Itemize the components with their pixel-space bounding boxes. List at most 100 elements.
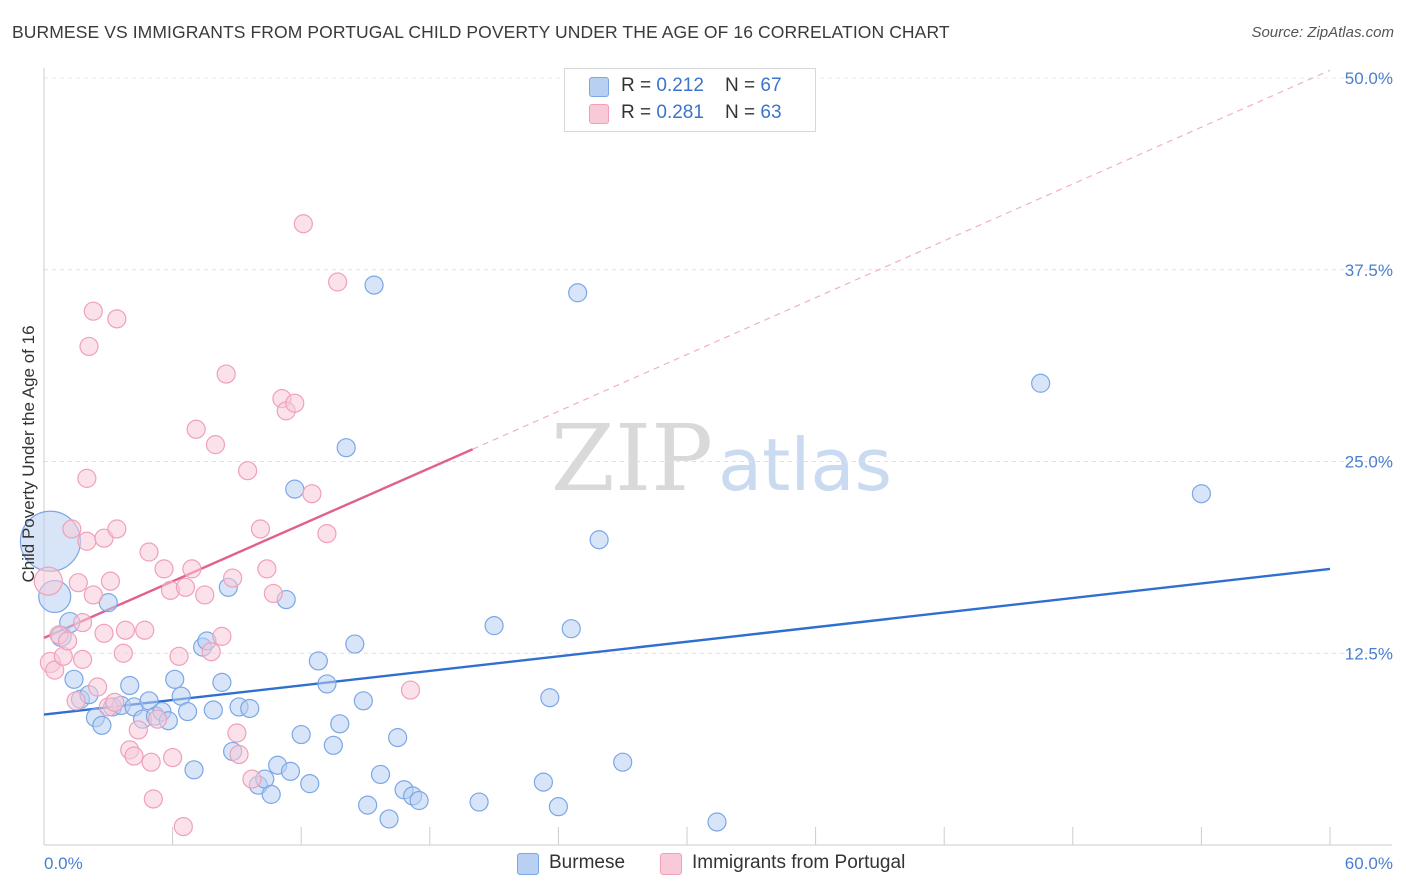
data-point — [98, 593, 118, 613]
data-point — [107, 309, 127, 329]
data-point — [212, 626, 232, 646]
data-point — [285, 393, 305, 413]
data-point — [72, 649, 93, 669]
data-point — [336, 438, 356, 458]
data-point — [263, 583, 283, 604]
data-point — [238, 461, 258, 481]
data-point — [330, 714, 350, 734]
data-point — [163, 747, 183, 768]
data-point — [540, 688, 560, 708]
data-point — [139, 542, 159, 562]
data-point — [317, 523, 337, 544]
data-point — [113, 643, 133, 663]
legend-label-portugal: Immigrants from Portugal — [692, 852, 906, 873]
data-point — [77, 531, 97, 551]
data-point — [143, 789, 163, 809]
data-point — [229, 744, 249, 765]
data-point — [308, 651, 328, 671]
data-point — [77, 468, 97, 488]
data-point — [345, 634, 365, 654]
data-point — [33, 566, 63, 596]
data-point — [317, 674, 337, 694]
data-point — [62, 519, 82, 539]
data-point — [120, 675, 140, 696]
data-point — [242, 769, 262, 789]
legend-n-label: N = — [725, 75, 761, 96]
data-point — [64, 669, 84, 689]
data-point — [568, 283, 588, 303]
legend-swatch-portugal — [589, 104, 609, 124]
legend-n-value: 63 — [760, 102, 782, 123]
y-tick-label: 25.0% — [1345, 453, 1393, 472]
data-point — [165, 669, 185, 689]
trend-line-extension — [472, 69, 1331, 450]
data-point — [178, 701, 198, 722]
data-point — [302, 484, 322, 504]
data-point — [589, 530, 609, 550]
watermark-atlas: atlas — [718, 423, 892, 507]
legend-label-burmese: Burmese — [549, 852, 626, 873]
trend-line-0 — [43, 567, 1331, 716]
data-point — [223, 568, 243, 588]
data-point — [201, 642, 221, 662]
data-point — [257, 559, 277, 579]
data-point — [205, 435, 226, 455]
legend-r-value: 0.281 — [656, 102, 704, 123]
data-point — [195, 585, 215, 605]
data-point — [212, 672, 232, 692]
data-point — [484, 616, 504, 636]
data-point — [45, 660, 65, 680]
data-point — [240, 698, 260, 719]
data-point — [469, 792, 489, 812]
data-point — [94, 623, 114, 643]
data-point — [115, 620, 136, 640]
watermark: ZIP atlas — [551, 405, 892, 512]
data-point — [203, 700, 223, 720]
legend-n-label: N = — [725, 102, 761, 123]
data-points — [19, 214, 1212, 837]
legend-swatch-burmese — [589, 77, 609, 97]
legend-r-label: R = — [621, 102, 657, 123]
legend-swatch-portugal — [660, 853, 682, 875]
data-point — [400, 680, 421, 700]
data-point — [261, 784, 281, 804]
data-point — [66, 691, 86, 711]
data-point — [548, 797, 569, 817]
data-point — [186, 419, 206, 439]
data-point — [79, 336, 99, 357]
data-point — [285, 479, 305, 499]
legend-swatch-burmese — [517, 853, 539, 875]
data-point — [353, 691, 373, 711]
data-point — [1191, 484, 1212, 504]
data-point — [561, 619, 581, 639]
data-point — [128, 720, 148, 740]
y-tick-label: 50.0% — [1345, 69, 1393, 88]
axes — [43, 68, 1392, 846]
data-point — [169, 646, 189, 666]
data-point — [291, 724, 311, 745]
data-point — [87, 677, 108, 697]
data-point — [293, 214, 313, 234]
y-tick-label: 12.5% — [1345, 644, 1393, 663]
data-point — [1031, 373, 1051, 393]
data-point — [388, 728, 408, 748]
chart-title: BURMESE VS IMMIGRANTS FROM PORTUGAL CHIL… — [12, 22, 950, 42]
data-point — [364, 275, 384, 295]
data-point — [105, 692, 125, 712]
data-point — [184, 760, 204, 780]
data-point — [533, 772, 553, 792]
data-point — [328, 272, 348, 292]
data-point — [107, 519, 127, 539]
grid-lines — [44, 77, 1392, 654]
legend-r-value: 0.212 — [656, 75, 704, 96]
data-point — [280, 761, 301, 781]
tick-labels: 12.5% 25.0% 37.5% 50.0% 0.0% 60.0% — [44, 69, 1393, 873]
data-point — [173, 816, 193, 837]
data-point — [323, 735, 343, 755]
data-point — [83, 585, 103, 605]
data-point — [124, 746, 144, 766]
watermark-zip: ZIP — [551, 405, 713, 512]
data-point — [250, 519, 271, 539]
trend-lines — [43, 69, 1331, 716]
